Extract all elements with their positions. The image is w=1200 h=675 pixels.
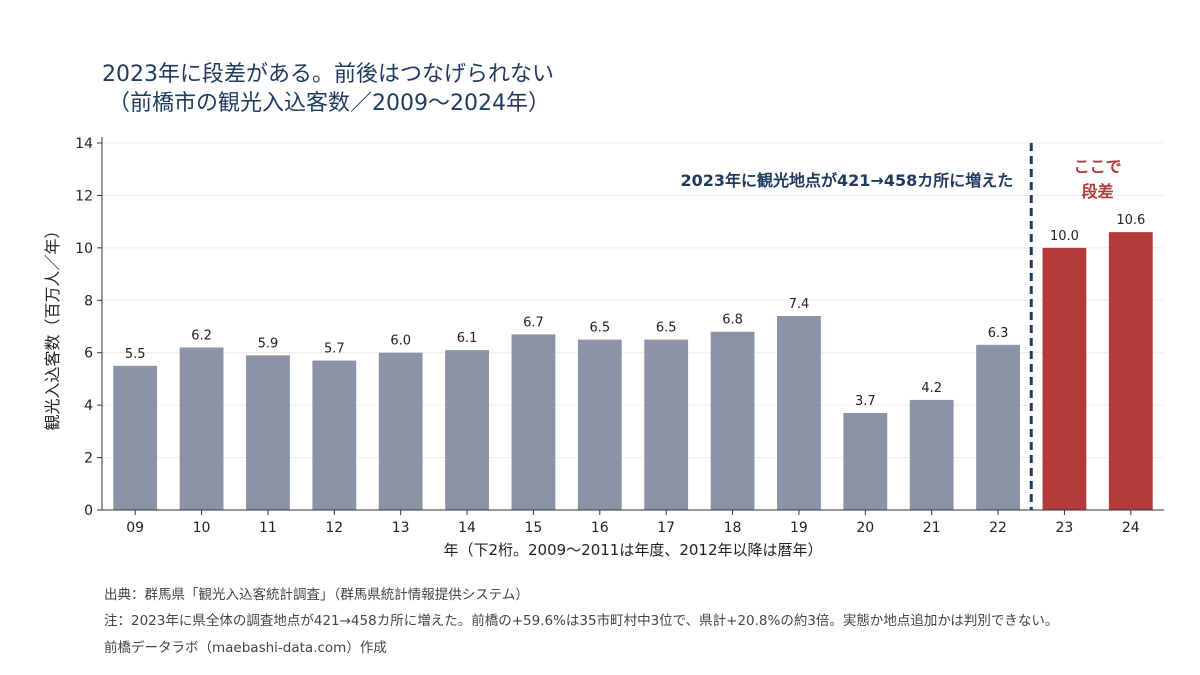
x-tick-label: 20 — [856, 520, 874, 536]
bar-value-label: 6.3 — [988, 326, 1009, 341]
bar — [511, 334, 556, 510]
y-tick-label: 14 — [75, 136, 93, 152]
title-line: 2023年に段差がある。前後はつなげられない — [102, 62, 554, 87]
bar-value-label: 10.6 — [1116, 213, 1145, 228]
x-tick-label: 18 — [724, 520, 742, 536]
step-label: 段差 — [1082, 182, 1114, 201]
bar-value-label: 6.5 — [656, 321, 677, 336]
bar — [1108, 232, 1153, 510]
bar — [843, 413, 888, 510]
y-axis-label: 観光入込客数（百万人／年） — [43, 222, 62, 430]
x-axis-label: 年（下2桁。2009〜2011は年度、2012年以降は暦年） — [443, 541, 822, 559]
x-tick-label: 14 — [458, 520, 476, 536]
subtitle-line: （前橋市の観光入込客数／2009〜2024年） — [108, 91, 550, 116]
bar — [976, 344, 1020, 510]
bar-value-label: 7.4 — [789, 297, 810, 312]
bar-value-label: 6.8 — [722, 313, 743, 328]
bar — [378, 352, 423, 510]
y-tick-label: 2 — [84, 451, 93, 467]
bar-value-label: 5.9 — [258, 336, 279, 351]
divider-annotation: 2023年に観光地点が421→458カ所に増えた — [681, 171, 1014, 190]
bar — [113, 365, 158, 510]
y-tick-label: 6 — [84, 346, 93, 362]
source-text: 出典：群馬県「観光入込客統計調査」（群馬県統計情報提供システム） — [104, 587, 529, 603]
bar-value-label: 6.5 — [589, 321, 610, 336]
x-tick-label: 11 — [259, 520, 277, 536]
y-tick-label: 0 — [84, 503, 93, 519]
bar-value-label: 6.2 — [191, 328, 212, 343]
x-tick-label: 19 — [790, 520, 808, 536]
x-tick-label: 16 — [591, 520, 609, 536]
x-tick-label: 13 — [392, 520, 410, 536]
bar-value-label: 3.7 — [855, 394, 876, 409]
x-tick-label: 23 — [1056, 520, 1074, 536]
chart-title: 2023年に段差がある。前後はつなげられない （前橋市の観光入込客数／2009〜… — [102, 60, 554, 118]
x-tick-label: 24 — [1122, 520, 1140, 536]
bar-value-label: 5.7 — [324, 342, 345, 357]
bar — [644, 339, 689, 510]
step-label: ここで — [1074, 157, 1122, 176]
bar-value-label: 4.2 — [921, 381, 942, 396]
bar — [909, 399, 954, 510]
bar — [246, 355, 290, 510]
bar-value-label: 5.5 — [125, 347, 146, 362]
bar — [710, 331, 755, 510]
bar — [445, 350, 489, 510]
x-tick-label: 12 — [325, 520, 343, 536]
x-tick-label: 15 — [525, 520, 543, 536]
x-tick-label: 10 — [193, 520, 211, 536]
y-tick-label: 12 — [75, 188, 93, 204]
x-tick-label: 09 — [126, 520, 144, 536]
y-tick-label: 10 — [75, 241, 93, 257]
note-text: 注：2023年に県全体の調査地点が421→458カ所に増えた。前橋の+59.6%… — [104, 613, 1059, 629]
bar — [777, 316, 821, 510]
credit-text: 前橋データラボ（maebashi-data.com）作成 — [104, 640, 387, 656]
x-tick-label: 22 — [989, 520, 1007, 536]
bar — [577, 339, 622, 510]
bar — [1042, 247, 1087, 510]
bar-value-label: 6.7 — [523, 315, 544, 330]
bar — [179, 347, 224, 510]
y-tick-label: 4 — [84, 398, 93, 414]
x-tick-label: 21 — [923, 520, 941, 536]
bar-value-label: 6.0 — [390, 334, 411, 349]
x-tick-label: 17 — [657, 520, 675, 536]
bar-value-label: 10.0 — [1050, 229, 1079, 244]
y-tick-label: 8 — [84, 293, 93, 309]
bar-value-label: 6.1 — [457, 331, 478, 346]
bar — [312, 360, 357, 510]
